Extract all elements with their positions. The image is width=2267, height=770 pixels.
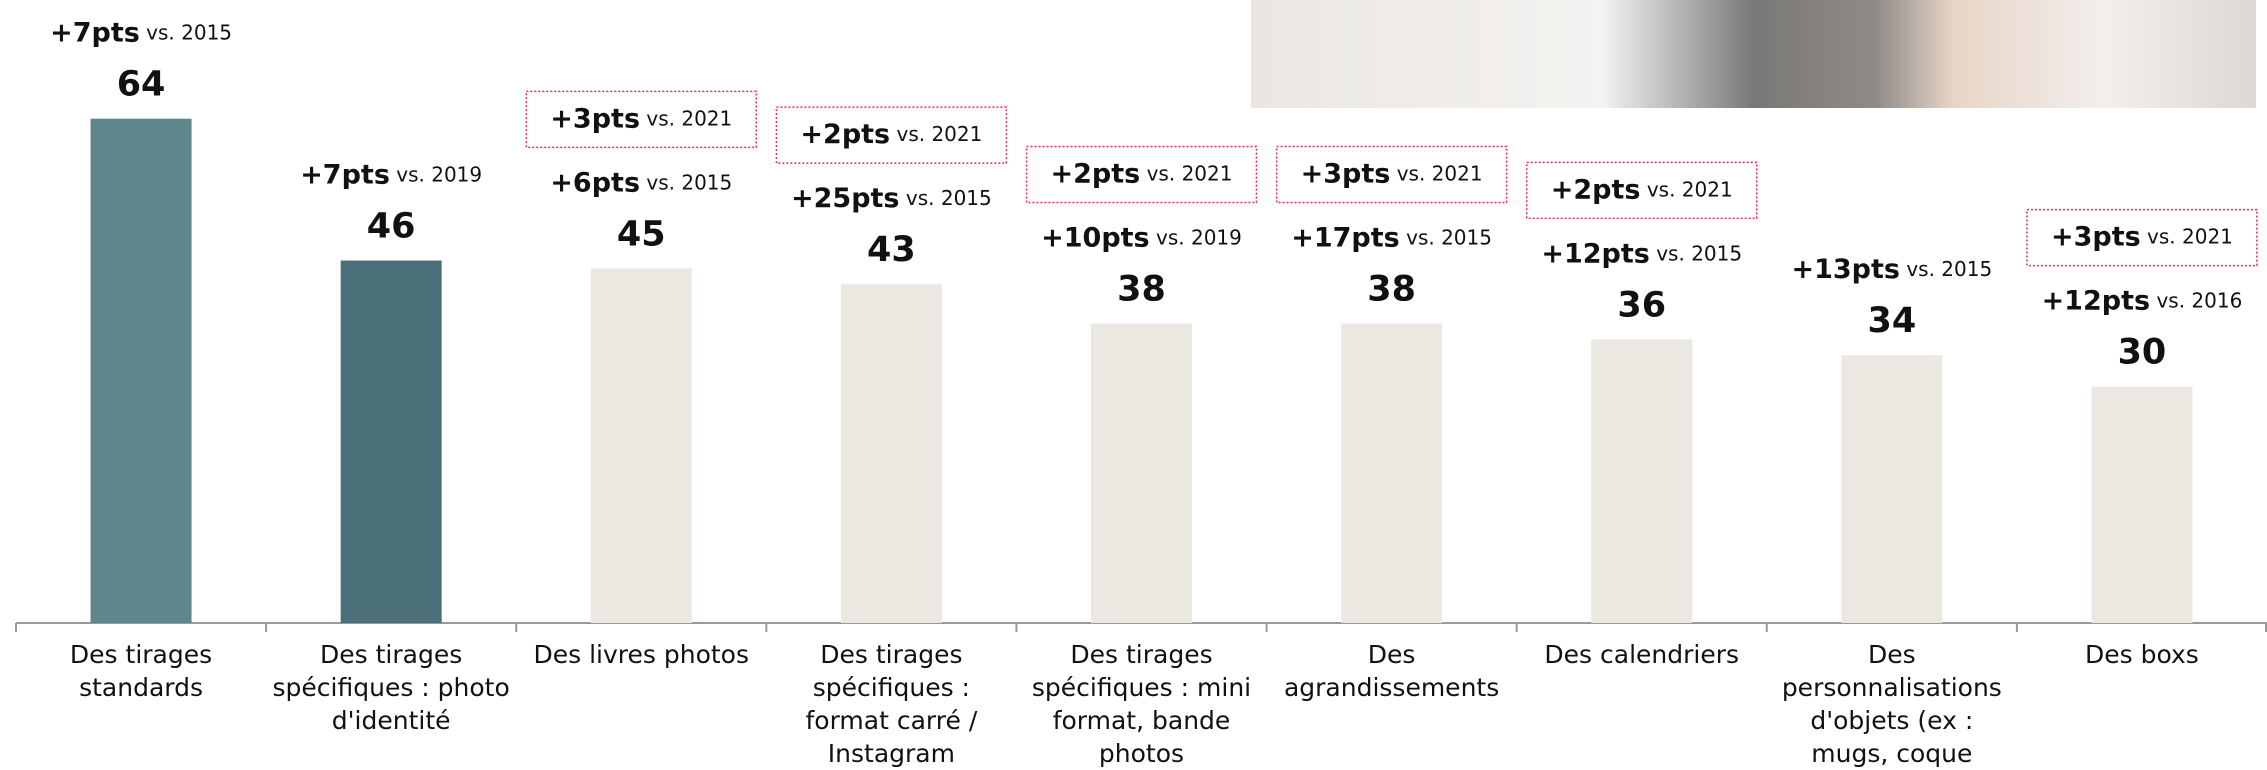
x-tick-label: Des tirages standards (19, 638, 263, 704)
change-ref: vs. 2015 (646, 170, 732, 194)
x-tick-label: Des tirages spécifiques : photo d'identi… (269, 638, 513, 737)
change-ref: vs. 2021 (1397, 161, 1483, 185)
change-ref: vs. 2015 (1656, 241, 1742, 265)
x-tick-label: Des personnalisations d'objets (ex : mug… (1770, 638, 2014, 770)
change-annotation: +3pts vs. 2021 (550, 103, 732, 134)
change-delta: +25pts (791, 183, 900, 214)
change-annotation: +2pts vs. 2021 (1551, 174, 1733, 205)
change-ref: vs. 2021 (1147, 161, 1233, 185)
bar (1841, 355, 1942, 623)
bar (1591, 339, 1692, 623)
change-delta: +3pts (2051, 221, 2141, 252)
page: 64 +7pts vs. 2015 46 +7pts vs. 2019 45 +6pts … (0, 0, 2267, 770)
change-annotation: +10pts vs. 2019 (1041, 222, 1242, 253)
x-tick-label: Des tirages spécifiques : format carré /… (769, 638, 1013, 770)
change-annotation: +7pts vs. 2019 (300, 159, 482, 190)
bar (2091, 387, 2192, 623)
change-delta: +2pts (1551, 174, 1641, 205)
change-ref: vs. 2021 (646, 106, 732, 130)
change-annotation: +12pts vs. 2016 (2042, 285, 2243, 316)
change-annotation: +12pts vs. 2015 (1541, 238, 1742, 269)
change-ref: vs. 2015 (146, 20, 232, 44)
change-delta: +12pts (2042, 285, 2151, 316)
value-label: 36 (1617, 285, 1666, 325)
change-delta: +10pts (1041, 222, 1150, 253)
value-label: 64 (117, 65, 166, 105)
change-delta: +6pts (550, 167, 640, 198)
value-label: 30 (2118, 333, 2167, 373)
value-label: 38 (1367, 270, 1416, 310)
change-annotation: +25pts vs. 2015 (791, 183, 992, 214)
change-ref: vs. 2016 (2156, 288, 2242, 312)
bar (1091, 324, 1192, 623)
bar (91, 119, 192, 623)
change-delta: +7pts (50, 17, 140, 48)
change-annotation: +6pts vs. 2015 (550, 167, 732, 198)
change-delta: +2pts (1051, 158, 1141, 189)
bar (1341, 324, 1442, 623)
change-ref: vs. 2021 (1647, 177, 1733, 201)
change-annotation: +2pts vs. 2021 (800, 119, 982, 150)
value-label: 38 (1117, 270, 1166, 310)
x-tick-label: Des tirages spécifiques : mini format, b… (1020, 638, 1264, 770)
value-label: 43 (867, 230, 916, 270)
value-label: 45 (617, 214, 666, 254)
change-delta: +12pts (1541, 238, 1650, 269)
change-annotation: +2pts vs. 2021 (1051, 158, 1233, 189)
change-annotation: +13pts vs. 2015 (1791, 254, 1992, 285)
change-delta: +7pts (300, 159, 390, 190)
change-ref: vs. 2015 (1906, 257, 1992, 281)
change-annotation: +17pts vs. 2015 (1291, 222, 1492, 253)
change-delta: +13pts (1791, 254, 1900, 285)
bar (841, 284, 942, 623)
change-ref: vs. 2019 (1156, 225, 1242, 249)
x-tick-label: Des calendriers (1520, 638, 1764, 671)
bar (591, 268, 692, 623)
change-ref: vs. 2021 (896, 122, 982, 146)
change-ref: vs. 2015 (906, 186, 992, 210)
change-delta: +2pts (800, 119, 890, 150)
change-annotation: +7pts vs. 2015 (50, 17, 232, 48)
change-annotation: +3pts vs. 2021 (1301, 158, 1483, 189)
change-ref: vs. 2019 (396, 162, 482, 186)
change-ref: vs. 2015 (1406, 225, 1492, 249)
change-annotation: +3pts vs. 2021 (2051, 221, 2233, 252)
x-tick-label: Des livres photos (519, 638, 763, 671)
change-delta: +17pts (1291, 222, 1400, 253)
value-label: 34 (1867, 301, 1916, 341)
change-delta: +3pts (1301, 158, 1391, 189)
photo (1251, 0, 2256, 108)
value-label: 46 (367, 207, 416, 247)
change-delta: +3pts (550, 103, 640, 134)
change-ref: vs. 2021 (2147, 224, 2233, 248)
x-tick-label: Des agrandissements (1270, 638, 1514, 704)
bar (341, 261, 442, 623)
x-tick-label: Des boxs (2020, 638, 2264, 671)
